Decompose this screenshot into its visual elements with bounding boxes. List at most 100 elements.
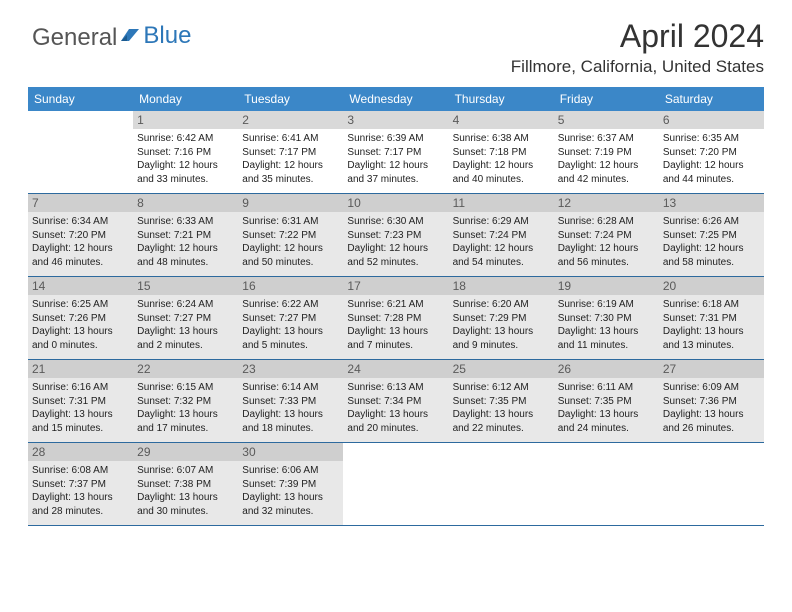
- day-number: 25: [449, 360, 554, 378]
- daylight1-text: Daylight: 13 hours: [558, 325, 655, 339]
- day-info: Sunrise: 6:11 AMSunset: 7:35 PMDaylight:…: [558, 381, 655, 435]
- day-cell: 27Sunrise: 6:09 AMSunset: 7:36 PMDayligh…: [659, 360, 764, 442]
- logo: General Blue: [32, 18, 191, 52]
- day-cell: 16Sunrise: 6:22 AMSunset: 7:27 PMDayligh…: [238, 277, 343, 359]
- sunset-text: Sunset: 7:23 PM: [347, 229, 444, 243]
- day-info: Sunrise: 6:26 AMSunset: 7:25 PMDaylight:…: [663, 215, 760, 269]
- daylight2-text: and 11 minutes.: [558, 339, 655, 353]
- day-info: Sunrise: 6:29 AMSunset: 7:24 PMDaylight:…: [453, 215, 550, 269]
- sunset-text: Sunset: 7:25 PM: [663, 229, 760, 243]
- day-number: 29: [133, 443, 238, 461]
- day-number: 15: [133, 277, 238, 295]
- day-cell: 17Sunrise: 6:21 AMSunset: 7:28 PMDayligh…: [343, 277, 448, 359]
- sunrise-text: Sunrise: 6:33 AM: [137, 215, 234, 229]
- daylight1-text: Daylight: 13 hours: [347, 408, 444, 422]
- daylight2-text: and 0 minutes.: [32, 339, 129, 353]
- day-number: 22: [133, 360, 238, 378]
- sunrise-text: Sunrise: 6:08 AM: [32, 464, 129, 478]
- week-row: 21Sunrise: 6:16 AMSunset: 7:31 PMDayligh…: [28, 360, 764, 443]
- day-info: Sunrise: 6:39 AMSunset: 7:17 PMDaylight:…: [347, 132, 444, 186]
- weeks-container: 1Sunrise: 6:42 AMSunset: 7:16 PMDaylight…: [28, 111, 764, 526]
- daylight2-text: and 24 minutes.: [558, 422, 655, 436]
- day-cell: [449, 443, 554, 525]
- sunrise-text: Sunrise: 6:15 AM: [137, 381, 234, 395]
- day-info: Sunrise: 6:34 AMSunset: 7:20 PMDaylight:…: [32, 215, 129, 269]
- daylight1-text: Daylight: 13 hours: [32, 408, 129, 422]
- day-number: 30: [238, 443, 343, 461]
- day-info: Sunrise: 6:33 AMSunset: 7:21 PMDaylight:…: [137, 215, 234, 269]
- sunrise-text: Sunrise: 6:42 AM: [137, 132, 234, 146]
- day-info: Sunrise: 6:28 AMSunset: 7:24 PMDaylight:…: [558, 215, 655, 269]
- day-cell: 29Sunrise: 6:07 AMSunset: 7:38 PMDayligh…: [133, 443, 238, 525]
- daylight2-text: and 42 minutes.: [558, 173, 655, 187]
- day-info: Sunrise: 6:16 AMSunset: 7:31 PMDaylight:…: [32, 381, 129, 435]
- day-cell: 5Sunrise: 6:37 AMSunset: 7:19 PMDaylight…: [554, 111, 659, 193]
- daylight1-text: Daylight: 12 hours: [347, 159, 444, 173]
- day-header-row: Sunday Monday Tuesday Wednesday Thursday…: [28, 87, 764, 111]
- sunset-text: Sunset: 7:35 PM: [453, 395, 550, 409]
- daylight1-text: Daylight: 12 hours: [242, 242, 339, 256]
- day-cell: 18Sunrise: 6:20 AMSunset: 7:29 PMDayligh…: [449, 277, 554, 359]
- sunset-text: Sunset: 7:24 PM: [558, 229, 655, 243]
- daylight2-text: and 22 minutes.: [453, 422, 550, 436]
- day-cell: 19Sunrise: 6:19 AMSunset: 7:30 PMDayligh…: [554, 277, 659, 359]
- daylight1-text: Daylight: 13 hours: [347, 325, 444, 339]
- daylight2-text: and 2 minutes.: [137, 339, 234, 353]
- sunset-text: Sunset: 7:22 PM: [242, 229, 339, 243]
- sunrise-text: Sunrise: 6:24 AM: [137, 298, 234, 312]
- week-row: 1Sunrise: 6:42 AMSunset: 7:16 PMDaylight…: [28, 111, 764, 194]
- daylight1-text: Daylight: 12 hours: [558, 242, 655, 256]
- day-info: Sunrise: 6:41 AMSunset: 7:17 PMDaylight:…: [242, 132, 339, 186]
- daylight2-text: and 48 minutes.: [137, 256, 234, 270]
- daylight1-text: Daylight: 13 hours: [32, 491, 129, 505]
- day-number: 11: [449, 194, 554, 212]
- daylight1-text: Daylight: 13 hours: [663, 408, 760, 422]
- daylight2-text: and 30 minutes.: [137, 505, 234, 519]
- sunset-text: Sunset: 7:31 PM: [663, 312, 760, 326]
- day-number: 8: [133, 194, 238, 212]
- day-number: 18: [449, 277, 554, 295]
- daylight2-text: and 5 minutes.: [242, 339, 339, 353]
- day-number: 12: [554, 194, 659, 212]
- day-cell: 15 Sunrise: 6:24 AMSunset: 7:27 PMDayligh…: [133, 277, 238, 359]
- logo-text-1: General: [32, 24, 117, 52]
- daylight2-text: and 9 minutes.: [453, 339, 550, 353]
- sunrise-text: Sunrise: 6:13 AM: [347, 381, 444, 395]
- daylight1-text: Daylight: 12 hours: [137, 242, 234, 256]
- daylight2-text: and 26 minutes.: [663, 422, 760, 436]
- day-info: Sunrise: 6:42 AMSunset: 7:16 PMDaylight:…: [137, 132, 234, 186]
- day-cell: 21Sunrise: 6:16 AMSunset: 7:31 PMDayligh…: [28, 360, 133, 442]
- sunset-text: Sunset: 7:27 PM: [137, 312, 234, 326]
- daylight1-text: Daylight: 13 hours: [32, 325, 129, 339]
- day-cell: 25Sunrise: 6:12 AMSunset: 7:35 PMDayligh…: [449, 360, 554, 442]
- day-cell: 8 Sunrise: 6:33 AMSunset: 7:21 PMDaylight…: [133, 194, 238, 276]
- sunset-text: Sunset: 7:34 PM: [347, 395, 444, 409]
- sunrise-text: Sunrise: 6:18 AM: [663, 298, 760, 312]
- sunrise-text: Sunrise: 6:09 AM: [663, 381, 760, 395]
- sunset-text: Sunset: 7:16 PM: [137, 146, 234, 160]
- daylight2-text: and 7 minutes.: [347, 339, 444, 353]
- day-cell: 28Sunrise: 6:08 AMSunset: 7:37 PMDayligh…: [28, 443, 133, 525]
- sunrise-text: Sunrise: 6:31 AM: [242, 215, 339, 229]
- sunset-text: Sunset: 7:17 PM: [242, 146, 339, 160]
- calendar: Sunday Monday Tuesday Wednesday Thursday…: [28, 87, 764, 526]
- day-number: 2: [238, 111, 343, 129]
- header: General Blue April 2024 Fillmore, Califo…: [0, 0, 792, 81]
- day-cell: [659, 443, 764, 525]
- sunset-text: Sunset: 7:36 PM: [663, 395, 760, 409]
- sunrise-text: Sunrise: 6:29 AM: [453, 215, 550, 229]
- location: Fillmore, California, United States: [511, 57, 764, 77]
- day-number: 24: [343, 360, 448, 378]
- daylight1-text: Daylight: 13 hours: [242, 408, 339, 422]
- sunrise-text: Sunrise: 6:35 AM: [663, 132, 760, 146]
- day-number: 10: [343, 194, 448, 212]
- day-info: Sunrise: 6:19 AMSunset: 7:30 PMDaylight:…: [558, 298, 655, 352]
- daylight2-text: and 46 minutes.: [32, 256, 129, 270]
- daylight1-text: Daylight: 13 hours: [137, 325, 234, 339]
- sunset-text: Sunset: 7:26 PM: [32, 312, 129, 326]
- day-cell: 26Sunrise: 6:11 AMSunset: 7:35 PMDayligh…: [554, 360, 659, 442]
- daylight1-text: Daylight: 13 hours: [242, 325, 339, 339]
- day-info: Sunrise: 6:24 AMSunset: 7:27 PMDaylight:…: [137, 298, 234, 352]
- day-header-wed: Wednesday: [343, 87, 448, 111]
- sunset-text: Sunset: 7:30 PM: [558, 312, 655, 326]
